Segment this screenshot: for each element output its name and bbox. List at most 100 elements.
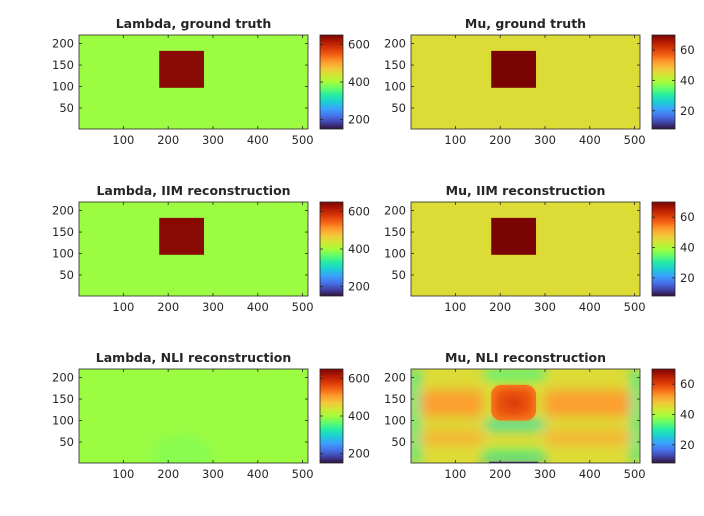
axes-frame [410, 201, 641, 297]
y-tick-label: 150 [52, 392, 74, 406]
y-tick-label: 200 [384, 204, 406, 218]
colorbar-gradient [320, 369, 343, 463]
colorbar-tick-label: 600 [348, 204, 370, 218]
x-tick-label: 200 [489, 467, 511, 481]
y-tick-label: 200 [384, 37, 406, 51]
heatmap-image [411, 35, 640, 129]
x-tick-label: 100 [444, 467, 466, 481]
y-tick-label: 100 [52, 414, 74, 428]
colorbar-tick-label: 400 [348, 409, 370, 423]
x-tick-label: 500 [292, 467, 314, 481]
y-tick-label: 150 [384, 392, 406, 406]
x-tick-label: 200 [157, 133, 179, 147]
colorbar-tick-label: 200 [348, 113, 370, 127]
y-tick-label: 50 [391, 268, 406, 282]
y-tick-label: 150 [52, 225, 74, 239]
x-tick-label: 300 [202, 133, 224, 147]
colorbar-tick-label: 60 [680, 43, 695, 57]
y-tick-label: 100 [384, 414, 406, 428]
axes-frame [410, 34, 641, 130]
x-tick-label: 200 [489, 300, 511, 314]
colorbar-gradient [652, 35, 675, 129]
x-tick-label: 300 [202, 300, 224, 314]
heatmap-band [488, 461, 539, 463]
colorbar-tick-label: 20 [680, 438, 695, 452]
heatmap-image [79, 369, 308, 463]
subplot-title: Mu, NLI reconstruction [445, 350, 606, 365]
axes-frame [78, 201, 309, 297]
heatmap-inclusion [491, 50, 537, 88]
heatmap-image [411, 369, 640, 463]
colorbar: 20 40 60 [651, 368, 695, 464]
axes-frame [410, 368, 641, 464]
subplot-title: Lambda, NLI reconstruction [96, 350, 291, 365]
subplot-title: Mu, IIM reconstruction [446, 183, 606, 198]
x-tick-label: 200 [489, 133, 511, 147]
x-tick-label: 400 [579, 300, 601, 314]
y-tick-label: 200 [52, 37, 74, 51]
x-tick-label: 500 [292, 133, 314, 147]
x-tick-label: 300 [534, 133, 556, 147]
subplot-2: 100 200 300 400 500 50 100 150 200 Mu, ground tru… [384, 16, 695, 147]
colorbar-frame [651, 34, 676, 130]
colorbar-gradient [652, 202, 675, 296]
heatmap-inclusion [159, 217, 205, 255]
x-tick-label: 500 [624, 300, 646, 314]
x-tick-label: 100 [112, 467, 134, 481]
heatmap-region [632, 369, 640, 463]
axes-frame [78, 34, 309, 130]
colorbar-frame [651, 368, 676, 464]
y-tick-label: 150 [52, 58, 74, 72]
x-tick-label: 400 [247, 467, 269, 481]
heatmap-band [484, 369, 545, 380]
heatmap-image [79, 202, 308, 296]
x-tick-label: 100 [112, 300, 134, 314]
colorbar: 200 400 600 [319, 34, 370, 130]
heatmap-image [79, 35, 308, 129]
axes-frame [78, 368, 309, 464]
heatmap-band [482, 459, 545, 463]
x-tick-label: 500 [624, 133, 646, 147]
y-tick-label: 200 [52, 204, 74, 218]
heatmap-region [411, 369, 419, 463]
y-tick-label: 100 [384, 80, 406, 94]
heatmap-region [421, 431, 483, 445]
colorbar-tick-label: 40 [680, 407, 695, 421]
subplot-5: 100 200 300 400 500 50 100 150 200 Lambda, NLI re… [52, 350, 370, 481]
subplot-title: Mu, ground truth [465, 16, 586, 31]
heatmap-blob [150, 435, 213, 463]
x-tick-label: 300 [202, 467, 224, 481]
colorbar: 200 400 600 [319, 368, 370, 464]
x-tick-label: 200 [157, 300, 179, 314]
heatmap-region [421, 390, 483, 417]
subplot-title: Lambda, ground truth [116, 16, 272, 31]
x-tick-label: 100 [444, 133, 466, 147]
heatmap-band [482, 450, 545, 460]
y-tick-label: 50 [59, 435, 74, 449]
y-tick-label: 100 [52, 80, 74, 94]
heatmap-region [544, 431, 630, 445]
subplot-1: 100 200 300 400 500 50 100 150 200 Lambda, ground… [52, 16, 370, 147]
x-tick-label: 400 [579, 467, 601, 481]
y-tick-label: 100 [384, 247, 406, 261]
x-tick-label: 500 [624, 467, 646, 481]
heatmap-image [411, 202, 640, 296]
colorbar-tick-label: 40 [680, 240, 695, 254]
x-tick-label: 400 [247, 300, 269, 314]
heatmap-band [484, 420, 545, 430]
x-tick-label: 400 [579, 133, 601, 147]
y-tick-label: 50 [391, 101, 406, 115]
x-tick-label: 500 [292, 300, 314, 314]
colorbar: 200 400 600 [319, 201, 370, 297]
colorbar-tick-label: 200 [348, 447, 370, 461]
colorbar-frame [651, 201, 676, 297]
colorbar-tick-label: 20 [680, 271, 695, 285]
colorbar-gradient [320, 202, 343, 296]
y-tick-label: 50 [59, 268, 74, 282]
y-tick-label: 50 [59, 101, 74, 115]
colorbar-gradient [652, 369, 675, 463]
x-tick-label: 100 [444, 300, 466, 314]
colorbar-tick-label: 600 [348, 371, 370, 385]
colorbar: 20 40 60 [651, 34, 695, 130]
heatmap-inclusion [494, 387, 534, 418]
